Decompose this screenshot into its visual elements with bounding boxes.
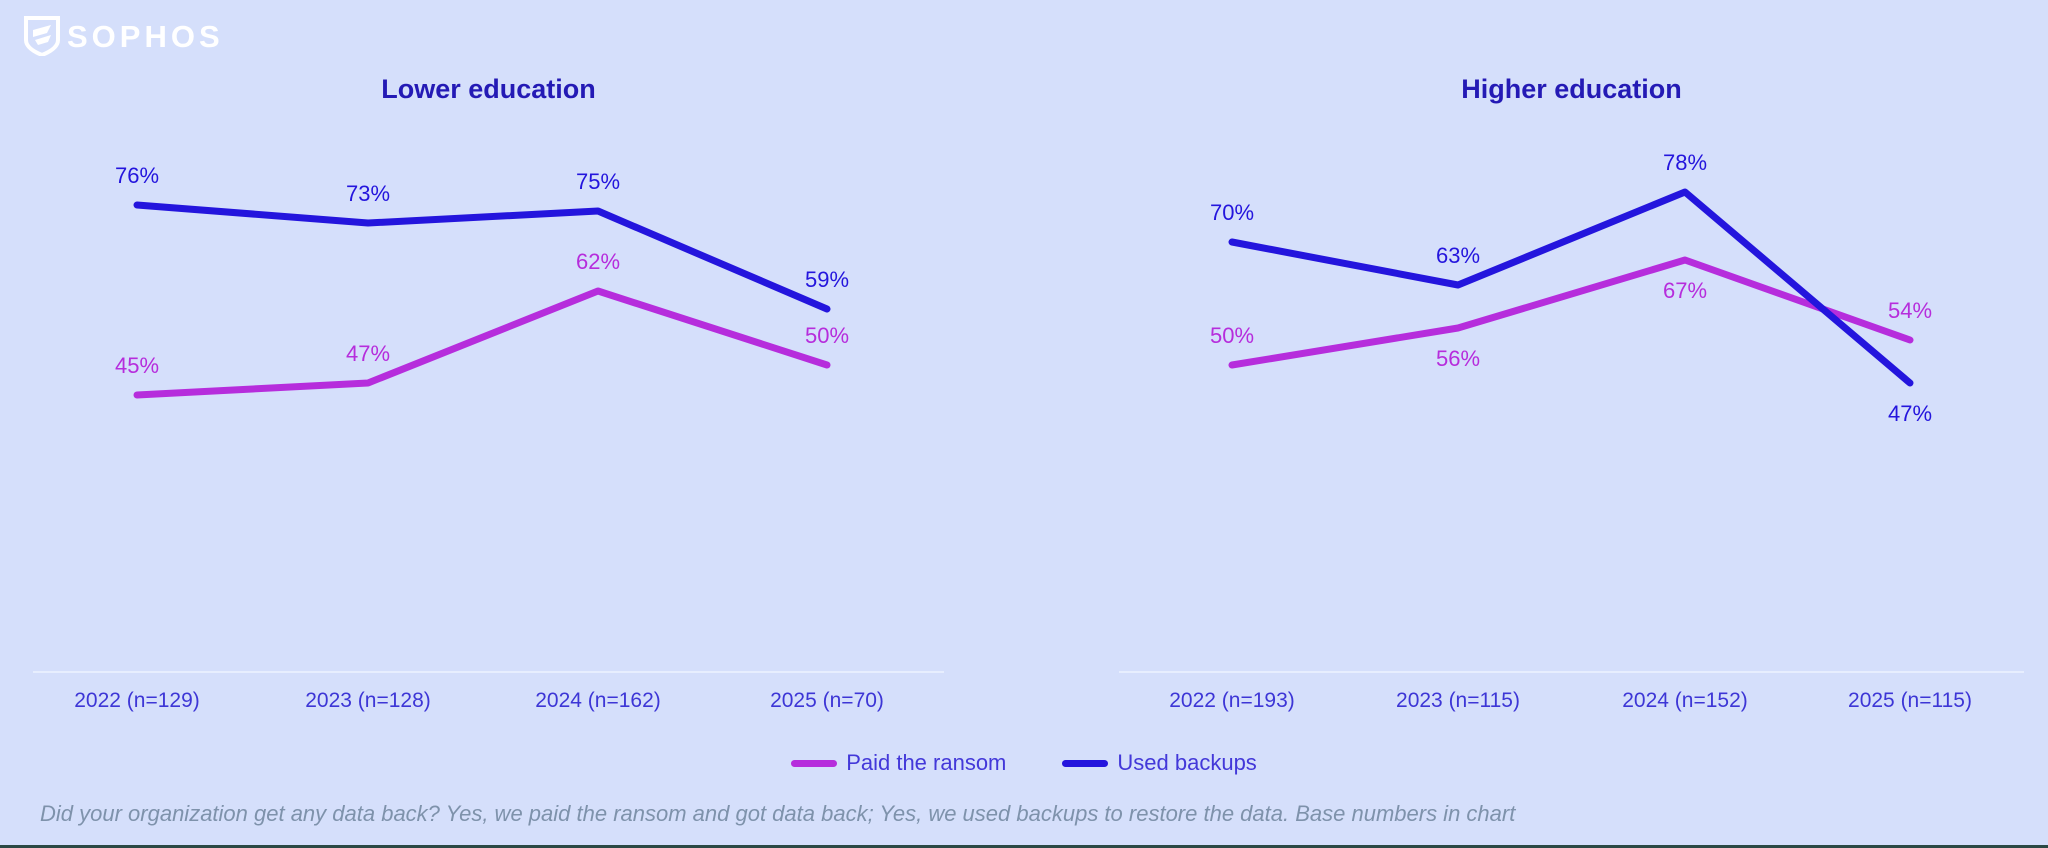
data-label: 73% <box>346 181 390 206</box>
data-label: 67% <box>1663 278 1707 303</box>
sophos-logo-text: SOPHOS <box>67 18 224 54</box>
x-axis-label: 2024 (n=162) <box>535 689 661 712</box>
series-line-used-backups <box>133 201 831 313</box>
x-axis-label: 2022 (n=129) <box>74 689 200 712</box>
series-line-paid-the-ransom <box>1228 256 1914 369</box>
data-label: 50% <box>805 323 849 348</box>
data-label: 47% <box>1888 401 1932 426</box>
x-axis-label: 2022 (n=193) <box>1169 689 1295 712</box>
chart-title-higher-education: Higher education <box>1461 74 1682 104</box>
chart-legend: Paid the ransom Used backups <box>0 750 2048 776</box>
data-label: 78% <box>1663 150 1707 175</box>
series-line-paid-the-ransom <box>133 287 831 399</box>
used-backups-swatch-icon <box>1062 759 1109 767</box>
legend-label: Used backups <box>1117 750 1257 775</box>
x-axis-label: 2023 (n=128) <box>305 689 431 712</box>
x-axis-label: 2024 (n=152) <box>1622 689 1748 712</box>
data-label: 75% <box>576 169 620 194</box>
data-label: 47% <box>346 341 390 366</box>
bottom-window-edge <box>0 845 2048 848</box>
survey-question-caption: Did your organization get any data back?… <box>40 801 1516 826</box>
data-label: 56% <box>1436 346 1480 371</box>
data-label: 62% <box>576 249 620 274</box>
x-axis-label: 2023 (n=115) <box>1396 689 1520 712</box>
data-label: 59% <box>805 267 849 292</box>
series-line-used-backups <box>1228 188 1914 387</box>
x-axis-label: 2025 (n=115) <box>1848 689 1972 712</box>
x-axis-label: 2025 (n=70) <box>770 689 884 712</box>
sophos-shield-icon <box>24 16 60 56</box>
chart-title-lower-education: Lower education <box>381 74 596 104</box>
data-label: 45% <box>115 353 159 378</box>
data-label: 50% <box>1210 323 1254 348</box>
data-label: 76% <box>115 163 159 188</box>
paid-the-ransom-swatch-icon <box>791 759 838 767</box>
legend-item-paid-the-ransom: Paid the ransom <box>791 750 1006 776</box>
data-label: 70% <box>1210 200 1254 225</box>
data-label: 63% <box>1436 243 1480 268</box>
legend-label: Paid the ransom <box>846 750 1007 775</box>
data-label: 54% <box>1888 298 1932 323</box>
legend-item-used-backups: Used backups <box>1062 750 1257 776</box>
sophos-logo: SOPHOS <box>24 16 224 56</box>
